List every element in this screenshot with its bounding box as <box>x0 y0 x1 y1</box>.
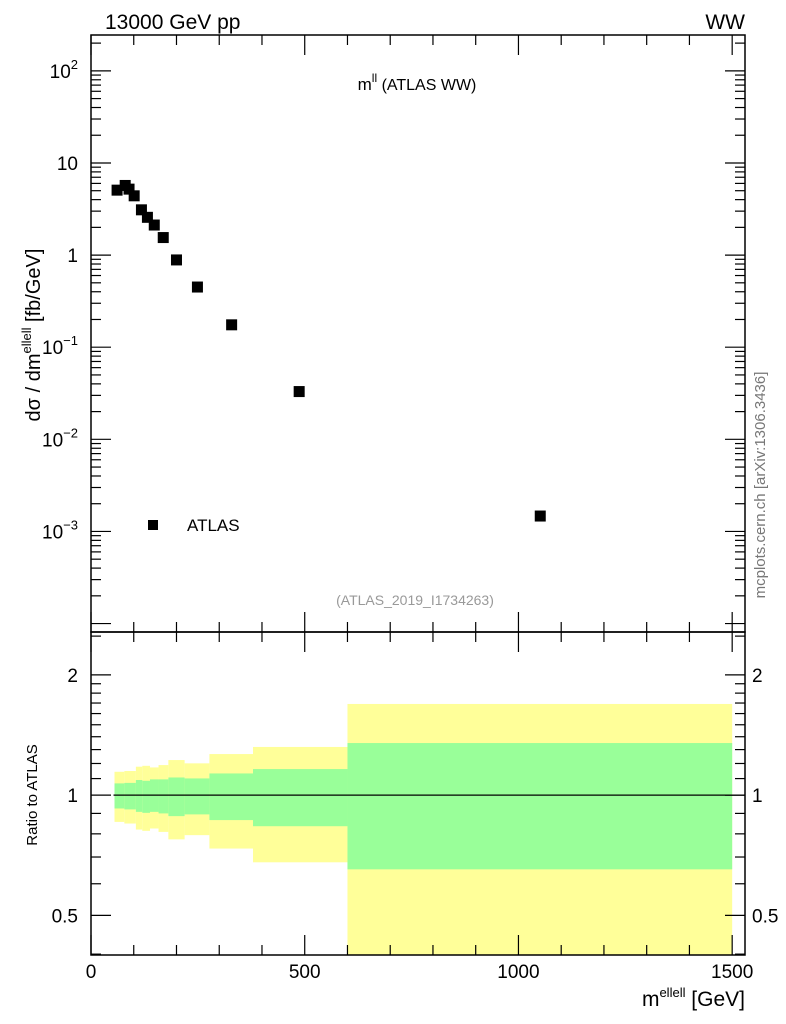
y-tick-label: 1 <box>67 246 78 267</box>
band-stat-uncertainty-bin <box>124 782 136 810</box>
x-label-sup: ellell <box>659 985 685 1000</box>
header-right: WW <box>705 11 745 34</box>
band-stat-uncertainty-bin <box>114 783 125 809</box>
data-point <box>534 510 546 522</box>
data-point <box>135 204 147 216</box>
band-stat-uncertainty-bin <box>347 743 733 870</box>
x-label-unit: [GeV] <box>685 988 745 1011</box>
band-stat-uncertainty-bin <box>253 769 348 827</box>
data-point <box>111 184 123 196</box>
band-stat-uncertainty-bin <box>142 780 150 813</box>
data-point <box>170 254 182 266</box>
legend-marker <box>148 520 158 530</box>
title-rest: (ATLAS WW) <box>377 77 476 94</box>
ratio-y-tick-label-left: 2 <box>67 666 78 687</box>
x-tick-label: 1500 <box>711 962 753 983</box>
ratio-y-tick-label-left: 1 <box>67 786 78 807</box>
y-label-sup: ellell <box>19 327 34 353</box>
band-stat-uncertainty-bin <box>158 779 169 814</box>
data-point <box>293 386 305 398</box>
ratio-y-tick-label-left: 0.5 <box>52 906 78 927</box>
data-point <box>141 211 153 223</box>
side-label: mcplots.cern.ch [arXiv:1306.3436] <box>752 372 769 599</box>
y-label-unit: [fb/GeV] <box>23 249 45 328</box>
ratio-bands <box>113 703 745 955</box>
data-point <box>157 232 169 244</box>
plot-title: mll (ATLAS WW) <box>358 71 477 94</box>
x-tick-label: 500 <box>289 962 321 983</box>
x-tick-label: 0 <box>86 962 97 983</box>
y-label-main: dσ / dm <box>23 354 45 422</box>
ratio-y-tick-label-right: 0.5 <box>752 906 778 927</box>
y-tick-label: 10−3 <box>42 517 78 543</box>
x-axis-label: mellell [GeV] <box>642 985 745 1011</box>
y-axis-label: dσ / dmellell [fb/GeV] <box>19 249 45 422</box>
data-point <box>191 281 203 293</box>
data-point <box>226 319 238 331</box>
data-point <box>123 183 135 195</box>
legend-label: ATLAS <box>187 516 240 535</box>
data-points <box>111 179 546 522</box>
y-tick-label: 10 <box>57 154 78 175</box>
main-panel-frame <box>90 34 746 633</box>
band-stat-uncertainty-bin <box>168 777 185 817</box>
title-sup: ll <box>372 71 377 85</box>
x-label-main: m <box>642 988 660 1011</box>
band-stat-uncertainty-bin <box>209 773 254 821</box>
header-left: 13000 GeV pp <box>105 11 240 34</box>
axis-ticks: 102 10 1 10−1 10−2 10−3 0.5 0.5 1 1 2 2 0 500 1000 1500 <box>42 35 778 983</box>
ratio-y-tick-label-right: 2 <box>752 666 763 687</box>
analysis-id: (ATLAS_2019_I1734263) <box>336 592 494 608</box>
title-main: m <box>358 75 372 94</box>
ratio-y-tick-label-right: 1 <box>752 786 763 807</box>
x-tick-label: 1000 <box>497 962 539 983</box>
ratio-y-label: Ratio to ATLAS <box>24 744 41 845</box>
band-stat-uncertainty-bin <box>135 780 143 812</box>
band-stat-uncertainty-bin <box>184 778 210 815</box>
ratio-panel-frame <box>90 631 746 956</box>
y-tick-label: 10−1 <box>42 333 78 359</box>
data-point <box>148 219 160 231</box>
y-tick-label: 10−2 <box>42 425 78 451</box>
y-tick-label: 102 <box>50 57 78 83</box>
data-point <box>128 190 140 202</box>
